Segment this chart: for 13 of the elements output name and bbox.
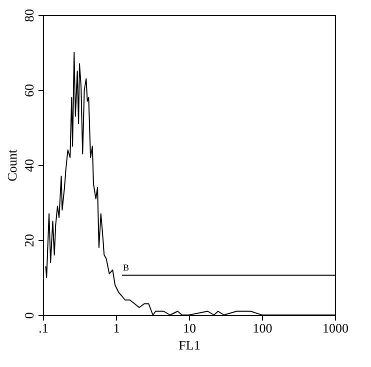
x-tick-label: 10: [183, 320, 196, 336]
y-tick-label: 0: [22, 312, 36, 319]
y-tick-label: 20: [22, 234, 36, 247]
x-tick-label: 1000: [322, 320, 348, 336]
x-tick-label: 1: [113, 320, 120, 336]
y-tick-label: 40: [22, 159, 36, 172]
y-tick-label: 60: [22, 84, 36, 97]
x-tick-label: .1: [38, 320, 48, 336]
annotation: B: [123, 262, 130, 272]
x-tick-label: 100: [252, 320, 272, 336]
y-tick-label: 80: [22, 9, 36, 22]
x-axis-title: FL1: [178, 338, 200, 352]
y-axis-title: Count: [4, 149, 20, 182]
